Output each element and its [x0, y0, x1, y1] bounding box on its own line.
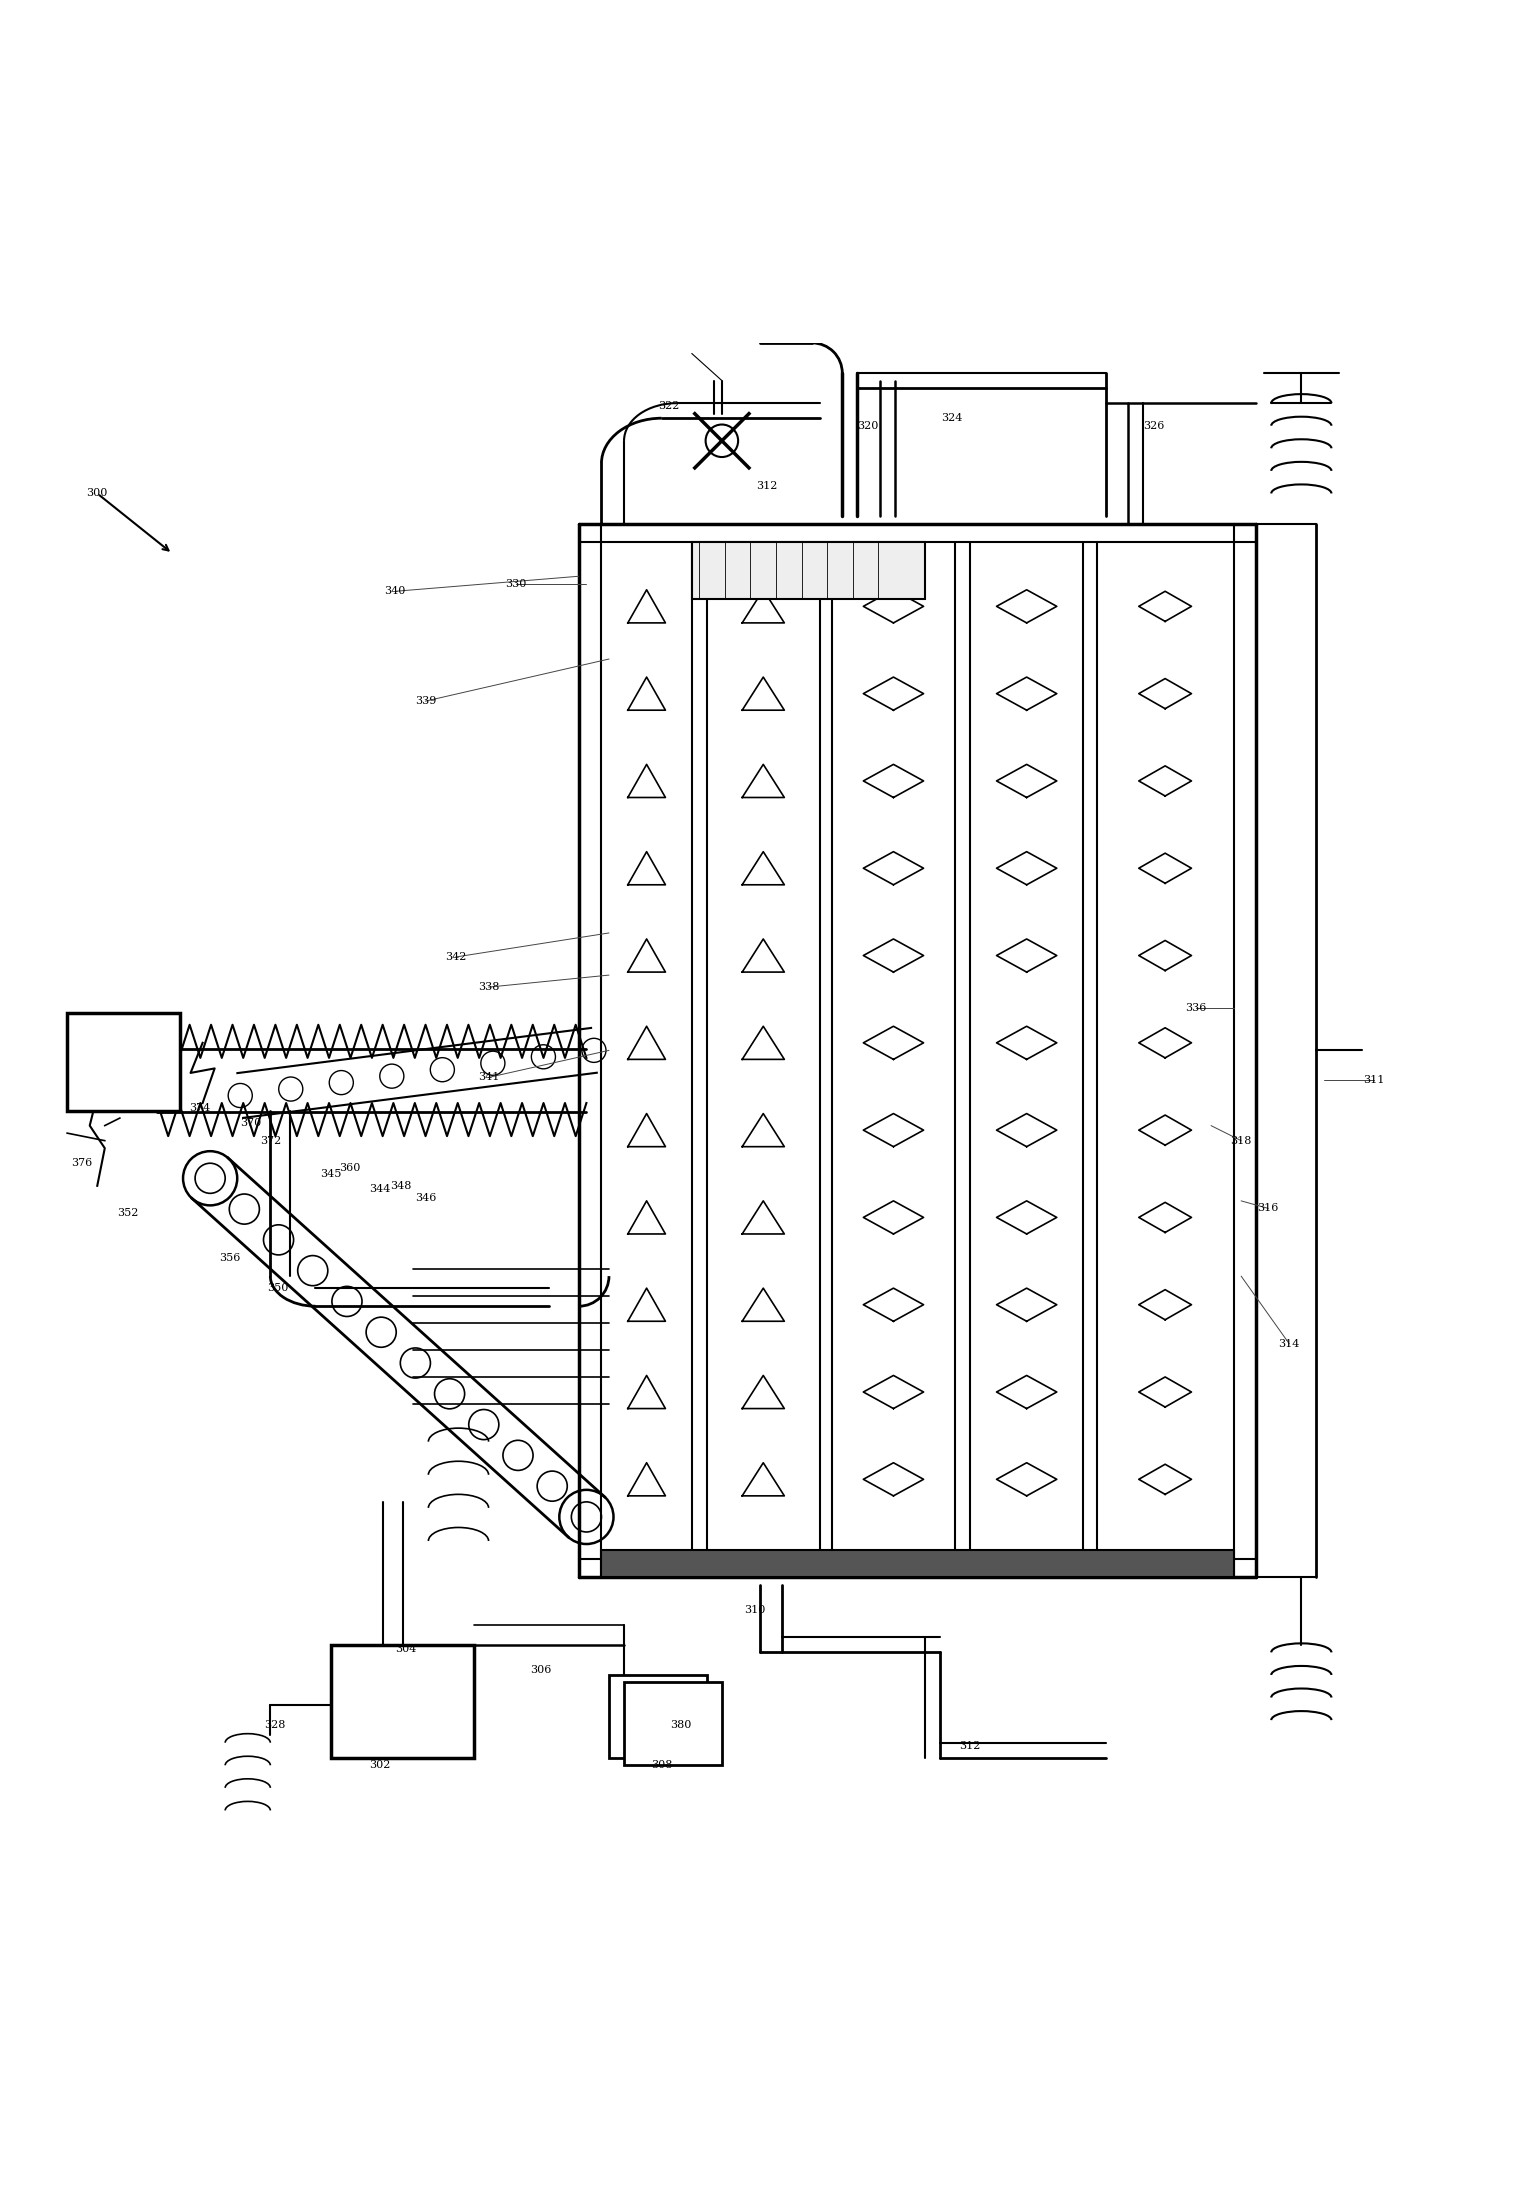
Text: 340: 340 — [384, 587, 406, 596]
Text: 318: 318 — [1230, 1135, 1252, 1146]
Text: 372: 372 — [260, 1135, 281, 1146]
Text: 311: 311 — [1363, 1076, 1384, 1085]
Text: 338: 338 — [478, 982, 500, 993]
Text: 336: 336 — [1185, 1003, 1206, 1012]
Text: 341: 341 — [478, 1071, 500, 1082]
Text: 322: 322 — [659, 401, 681, 412]
Text: 300: 300 — [87, 489, 108, 500]
Text: 312: 312 — [756, 482, 778, 491]
Text: 308: 308 — [652, 1759, 673, 1770]
Text: 346: 346 — [415, 1192, 436, 1203]
Bar — [331, 1645, 474, 1757]
Text: 312: 312 — [960, 1740, 981, 1751]
Text: 374: 374 — [188, 1102, 210, 1113]
Text: 376: 376 — [71, 1159, 93, 1168]
Text: 350: 350 — [267, 1284, 289, 1293]
Text: 314: 314 — [1279, 1339, 1300, 1350]
Bar — [691, 541, 925, 598]
Text: 328: 328 — [264, 1720, 286, 1729]
Text: 326: 326 — [1144, 421, 1165, 432]
Text: 380: 380 — [670, 1720, 693, 1729]
Text: 360: 360 — [339, 1163, 362, 1172]
Text: 344: 344 — [369, 1183, 390, 1194]
Text: 310: 310 — [744, 1606, 766, 1615]
Text: 324: 324 — [942, 414, 963, 423]
Bar — [624, 1683, 722, 1766]
Text: 339: 339 — [415, 697, 436, 706]
Text: 316: 316 — [1258, 1203, 1279, 1214]
Text: 348: 348 — [390, 1181, 412, 1190]
Text: 304: 304 — [395, 1645, 416, 1654]
Text: 370: 370 — [240, 1117, 261, 1128]
Text: 306: 306 — [530, 1665, 551, 1676]
Text: 342: 342 — [445, 953, 466, 962]
Text: 320: 320 — [857, 421, 878, 432]
Bar — [67, 1012, 181, 1111]
Text: 352: 352 — [117, 1207, 138, 1218]
Bar — [609, 1674, 706, 1757]
Bar — [602, 1549, 1233, 1578]
Text: 356: 356 — [219, 1253, 240, 1262]
Text: 345: 345 — [321, 1168, 342, 1179]
Text: 330: 330 — [504, 578, 527, 589]
Text: 302: 302 — [369, 1759, 390, 1770]
